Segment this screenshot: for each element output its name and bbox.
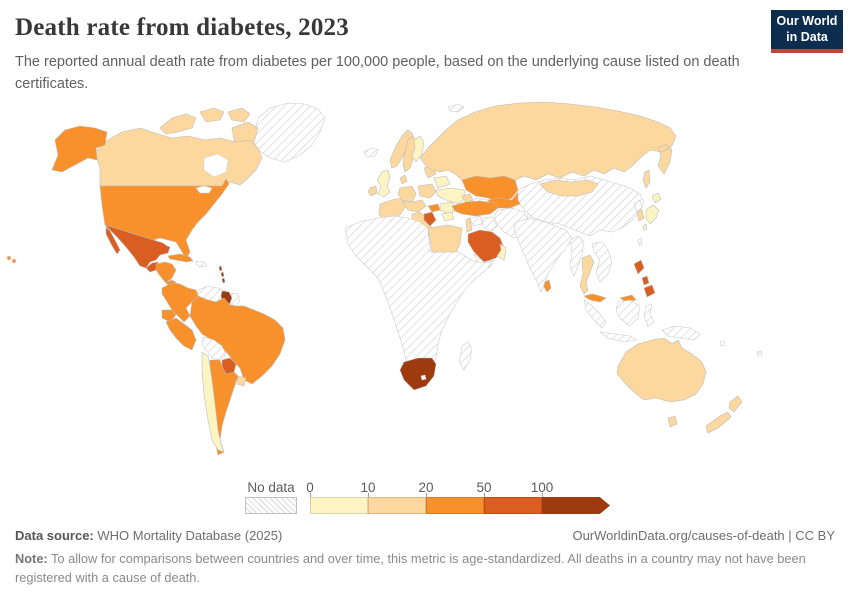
no-data-label: No data (247, 480, 295, 495)
country-oman[interactable] (496, 243, 507, 261)
country-tasmania[interactable] (667, 415, 678, 428)
country-ukraine[interactable] (435, 187, 467, 205)
country-syria[interactable] (469, 215, 483, 227)
no-data-swatch[interactable] (245, 497, 297, 514)
hudson-bay (203, 153, 229, 178)
country-indochina[interactable] (591, 241, 613, 283)
country-malaysia[interactable] (583, 293, 607, 303)
legend-color-bar: 0 10 20 50 100 (306, 480, 610, 514)
country-russia[interactable] (419, 101, 677, 189)
owid-logo-line1: Our World (776, 13, 838, 28)
country-chile[interactable] (201, 351, 225, 453)
country-poland[interactable] (417, 183, 437, 199)
country-borneo[interactable] (615, 299, 641, 327)
map-legend: No data 0 10 20 50 100 (0, 478, 850, 518)
country-bulgaria[interactable] (441, 211, 455, 222)
data-source-value: WHO Mortality Database (2025) (93, 528, 283, 543)
data-source-line: Data source: WHO Mortality Database (202… (15, 528, 282, 543)
lesotho (420, 374, 427, 381)
country-balkans[interactable] (423, 211, 437, 227)
owid-logo-line2: in Data (786, 29, 828, 44)
country-belarus[interactable] (433, 175, 451, 189)
chart-subtitle: The reported annual death rate from diab… (15, 54, 740, 92)
country-cuba[interactable] (167, 253, 194, 263)
owid-logo: Our World in Data (771, 10, 843, 53)
legend-bin-10-20[interactable] (368, 497, 426, 514)
legend-tick-0: 0 (306, 480, 314, 495)
country-central-europe[interactable] (401, 199, 427, 213)
country-uk[interactable] (376, 169, 391, 198)
country-south-korea[interactable] (636, 209, 645, 222)
country-india[interactable] (513, 217, 573, 293)
country-hawaii[interactable] (6, 255, 17, 264)
country-finland[interactable] (411, 135, 425, 163)
legend-bin-0-10[interactable] (310, 497, 368, 514)
legend-tick-10: 10 (360, 480, 376, 495)
country-mongolia[interactable] (539, 179, 599, 197)
country-ireland[interactable] (367, 185, 378, 197)
country-caucasus[interactable] (461, 193, 474, 204)
country-turkey[interactable] (451, 200, 499, 217)
country-denmark[interactable] (399, 174, 408, 185)
page-title: Death rate from diabetes, 2023 (15, 14, 349, 41)
great-lakes (195, 185, 213, 194)
country-greenland[interactable] (252, 102, 326, 163)
country-canada-arctic-islands[interactable] (159, 107, 259, 151)
legend-bin-20-50[interactable] (426, 497, 484, 514)
country-sumatra[interactable] (583, 299, 607, 329)
country-mexico[interactable] (104, 224, 171, 269)
country-hispaniola[interactable] (195, 260, 208, 268)
country-thailand[interactable] (579, 254, 595, 295)
data-source-label: Data source: (15, 528, 94, 543)
country-madagascar[interactable] (458, 341, 473, 371)
country-pacific-islands[interactable] (719, 340, 763, 357)
country-myanmar[interactable] (569, 235, 585, 277)
country-java[interactable] (599, 331, 637, 343)
country-north-korea[interactable] (633, 199, 643, 213)
country-lesser-antilles[interactable] (218, 265, 226, 284)
legend-tick-100: 100 (530, 480, 554, 495)
country-paraguay[interactable] (221, 357, 237, 375)
country-levant[interactable] (465, 217, 473, 233)
country-central-america[interactable] (155, 261, 177, 284)
country-colombia[interactable] (161, 282, 199, 323)
country-alaska[interactable] (51, 125, 108, 173)
country-peru[interactable] (165, 317, 197, 351)
country-iceland[interactable] (363, 147, 379, 158)
note-text: To allow for comparisons between countri… (15, 551, 806, 585)
country-svalbard[interactable] (447, 103, 465, 113)
country-iraq[interactable] (481, 216, 498, 233)
country-new-guinea[interactable] (661, 325, 701, 341)
country-brazil[interactable] (189, 295, 286, 385)
country-ecuador[interactable] (161, 309, 177, 323)
country-australia[interactable] (616, 337, 707, 403)
legend-bin-50-100[interactable] (484, 497, 542, 514)
country-japan[interactable] (642, 192, 662, 231)
country-new-zealand[interactable] (705, 395, 743, 434)
legend-bin-100-plus[interactable] (542, 497, 610, 514)
credit-line: OurWorldinData.org/causes-of-death | CC … (572, 528, 835, 543)
country-sri-lanka[interactable] (543, 279, 552, 293)
country-suriname[interactable] (229, 292, 241, 307)
country-uruguay[interactable] (236, 375, 247, 387)
note-line: Note: To allow for comparisons between c… (15, 550, 837, 587)
country-sulawesi[interactable] (643, 303, 655, 327)
country-egypt[interactable] (427, 224, 463, 253)
legend-tick-20: 20 (418, 480, 434, 495)
country-south-africa[interactable] (399, 357, 437, 391)
note-label: Note: (15, 551, 48, 566)
country-malaysia-borneo[interactable] (619, 294, 637, 303)
country-taiwan[interactable] (637, 237, 643, 247)
country-hungary[interactable] (427, 203, 441, 213)
legend-tick-50: 50 (476, 480, 492, 495)
country-kazakhstan[interactable] (461, 175, 519, 203)
country-philippines[interactable] (633, 259, 656, 298)
